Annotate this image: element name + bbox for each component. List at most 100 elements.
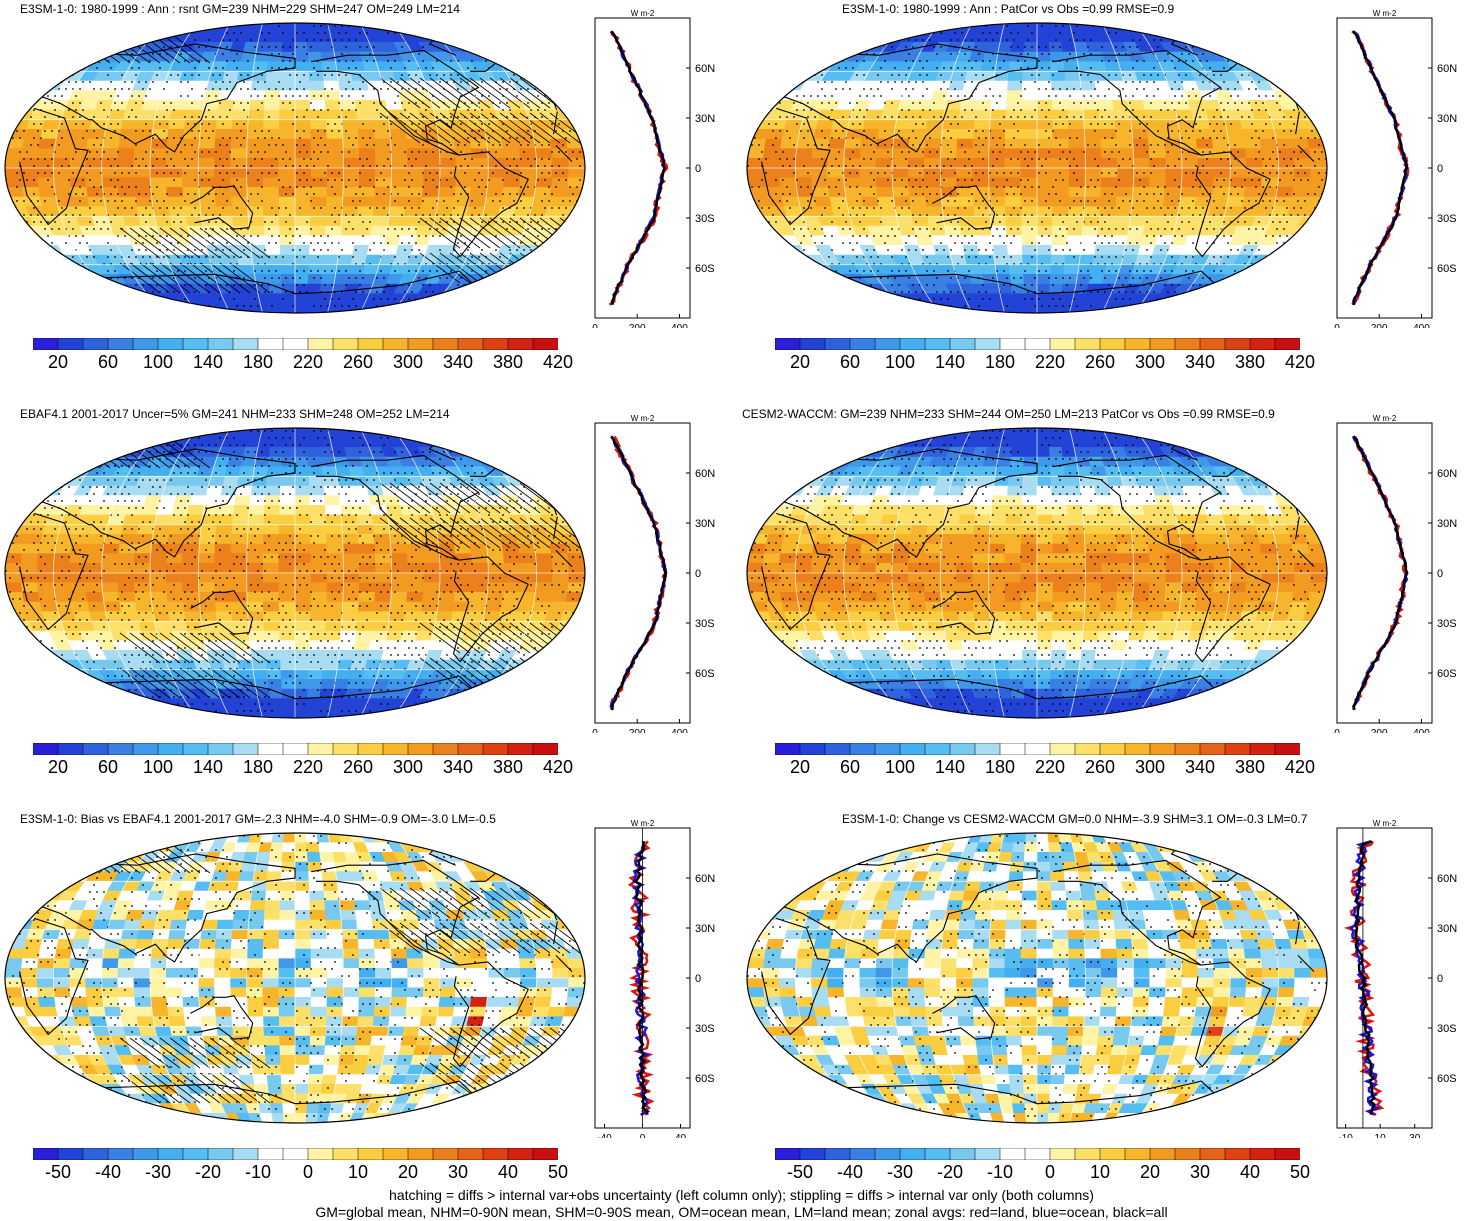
colorbar-label: 10 [347,1162,369,1182]
zonal-xtick: 10 [1375,1133,1387,1138]
colorbar-label: 30 [1189,1162,1211,1182]
colorbar-label: 340 [442,352,474,372]
colorbar [775,338,1300,350]
colorbar-label: 180 [984,757,1016,777]
zonal-xtick: 200 [1371,323,1388,328]
colorbar [33,743,558,755]
colorbar-label: 340 [1184,757,1216,777]
zonal-unit: W m-2 [1373,9,1397,18]
zonal-ytick: 60S [695,1073,715,1085]
zonal-line-all [1352,30,1409,306]
footer-line-1: hatching = diffs > internal var+obs unce… [389,1187,1094,1203]
colorbar-label: 300 [1134,757,1166,777]
map-border [4,427,586,719]
map-bias [4,832,586,1124]
map-border [746,427,1328,719]
colorbar-label: 40 [1239,1162,1261,1182]
colorbar-label: 300 [392,352,424,372]
zonal-unit: W m-2 [631,414,655,423]
zonal-xtick: 400 [1413,323,1430,328]
colorbar-label: 140 [934,352,966,372]
zonal-unit: W m-2 [631,819,655,828]
panel-bias: E3SM-1-0: Bias vs EBAF4.1 2001-2017 GM=-… [0,810,740,1190]
zonal-unit: W m-2 [1373,414,1397,423]
zonal-ytick: 30N [1437,518,1457,530]
zonal-xtick: 0 [1334,323,1340,328]
panel-model-patcor: E3SM-1-0: 1980-1999 : Ann : PatCor vs Ob… [742,0,1482,390]
map-model [4,22,586,314]
zonal-ytick: 60S [695,668,715,680]
colorbar-labels: 20 60 100 140 180 220 260 300 340 380 420 [775,352,1315,374]
graticule [5,833,585,1123]
zonal-ytick: 30S [1437,213,1457,225]
colorbar-label: 10 [1089,1162,1111,1182]
zonal-line-land [608,30,669,306]
zonal-ytick: 60N [695,468,715,480]
colorbar-label: 50 [1289,1162,1311,1182]
zonal-ytick: 60N [1437,468,1457,480]
colorbar-label: 100 [142,352,174,372]
colorbar-label: 300 [1134,352,1166,372]
colorbar-label: 60 [839,757,861,777]
zonal-ytick: 60N [1437,63,1457,75]
zonal-mean-plot: W m-2 60N 30N 0 30S 60S 0 200 400 [1334,414,1457,733]
colorbar-label: 60 [97,757,119,777]
colorbar [33,1148,558,1160]
zonal-xtick: -40 [597,1133,612,1138]
colorbar-label: 380 [1234,352,1266,372]
colorbar-label: 60 [839,352,861,372]
colorbar-label: 260 [1084,757,1116,777]
colorbar-label: -20 [936,1162,964,1182]
map-border [4,22,586,314]
colorbar-label: 20 [1139,1162,1161,1182]
zonal-ytick: 60N [695,63,715,75]
map-change [746,832,1328,1124]
coastlines [19,35,573,295]
zonal-ytick: 0 [695,163,701,175]
zonal-xtick: 200 [1371,728,1388,733]
zonal-ytick: 0 [1437,568,1443,580]
zonal-line-all [610,435,668,710]
colorbar-label: 380 [492,352,524,372]
panel-change: E3SM-1-0: Change vs CESM2-WACCM GM=0.0 N… [742,810,1482,1190]
map-cesm [746,427,1328,719]
colorbar-label: 50 [547,1162,569,1182]
zonal-ytick: 60S [695,263,715,275]
colorbar-label: 0 [1044,1162,1056,1182]
zonal-xtick: -10 [1338,1133,1353,1138]
colorbar-label: -40 [836,1162,864,1182]
zonal-unit: W m-2 [1373,819,1397,828]
map-border [746,22,1328,314]
zonal-line-all [610,30,667,305]
zonal-ytick: 30N [695,923,715,935]
colorbar-label: 260 [1084,352,1116,372]
panel-obs: EBAF4.1 2001-2017 Uncer=5% GM=241 NHM=23… [0,405,740,795]
colorbar-label: -20 [194,1162,222,1182]
colorbar-label: 0 [302,1162,314,1182]
colorbar-label: 100 [142,757,174,777]
colorbar-label: 420 [1284,352,1316,372]
panel-title: E3SM-1-0: 1980-1999 : Ann : PatCor vs Ob… [842,2,1175,16]
zonal-line-all [1353,840,1377,1116]
colorbar-label: 20 [789,757,811,777]
colorbar-label: 380 [492,757,524,777]
colorbar-label: 20 [397,1162,419,1182]
colorbar-label: 420 [1284,757,1316,777]
panel-model: E3SM-1-0: 1980-1999 : Ann : rsnt GM=239 … [0,0,740,390]
zonal-mean-plot: W m-2 60N 30N 0 30S 60S -40 0 40 [594,819,715,1138]
zonal-line-all [1352,435,1409,711]
graticule [5,23,585,313]
panel-title: E3SM-1-0: Bias vs EBAF4.1 2001-2017 GM=-… [20,812,496,826]
zonal-line-land [1351,30,1410,306]
colorbar-label: 20 [47,352,69,372]
colorbar-label: 380 [1234,757,1266,777]
colorbar-label: 20 [47,757,69,777]
zonal-xtick: 0 [592,728,598,733]
colorbar-label: 100 [884,757,916,777]
colorbar [775,1148,1300,1160]
colorbar-label: -10 [244,1162,272,1182]
zonal-ytick: 0 [1437,163,1443,175]
colorbar-label: -40 [94,1162,122,1182]
panel-cesm: CESM2-WACCM: GM=239 NHM=233 SHM=244 OM=2… [742,405,1482,795]
colorbar-label: -50 [44,1162,72,1182]
